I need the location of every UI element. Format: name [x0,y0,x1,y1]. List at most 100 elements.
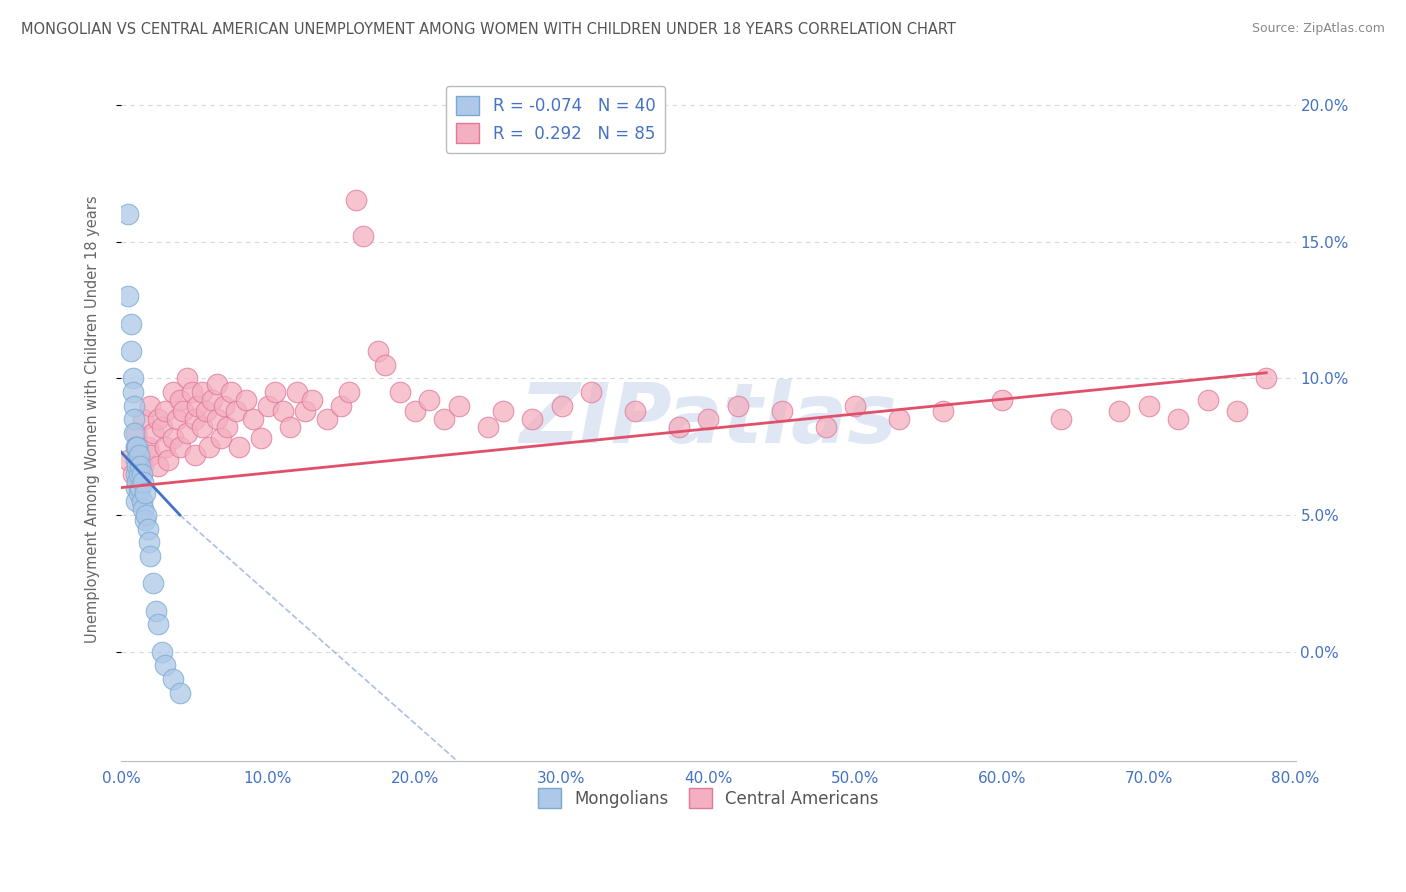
Point [136,440,159,454]
Point [125,481,148,495]
Point [153,404,176,418]
Legend: Mongolians, Central Americans: Mongolians, Central Americans [531,781,886,814]
Point [117,207,139,221]
Point [135,508,157,522]
Point [1137,399,1160,413]
Point [139,399,162,413]
Point [697,412,720,426]
Point [129,481,152,495]
Point [264,384,287,399]
Point [337,384,360,399]
Point [124,425,146,440]
Point [285,384,308,399]
Point [195,404,218,418]
Point [219,384,242,399]
Point [374,358,396,372]
Point [132,458,155,473]
Point [146,617,169,632]
Text: MONGOLIAN VS CENTRAL AMERICAN UNEMPLOYMENT AMONG WOMEN WITH CHILDREN UNDER 18 YE: MONGOLIAN VS CENTRAL AMERICAN UNEMPLOYME… [21,22,956,37]
Point [225,404,247,418]
Point [1226,404,1249,418]
Point [166,412,188,426]
Point [157,453,180,467]
Point [235,393,257,408]
Point [492,404,515,418]
Y-axis label: Unemployment Among Women with Children Under 18 years: Unemployment Among Women with Children U… [86,195,100,643]
Point [134,513,156,527]
Point [389,384,412,399]
Point [215,420,238,434]
Point [124,412,146,426]
Point [150,645,173,659]
Point [257,399,280,413]
Text: Source: ZipAtlas.com: Source: ZipAtlas.com [1251,22,1385,36]
Point [330,399,353,413]
Point [814,420,837,434]
Point [125,453,148,467]
Point [191,384,214,399]
Point [991,393,1014,408]
Point [125,467,148,481]
Point [131,494,153,508]
Point [433,412,456,426]
Point [124,399,146,413]
Point [477,420,499,434]
Point [191,420,214,434]
Text: ZIPatlas: ZIPatlas [519,379,897,459]
Point [367,343,389,358]
Point [176,425,198,440]
Point [205,376,228,391]
Point [522,412,544,426]
Point [315,412,337,426]
Point [198,440,221,454]
Point [1197,393,1219,408]
Point [128,448,150,462]
Point [294,404,316,418]
Point [125,440,148,454]
Point [1256,371,1278,385]
Point [169,686,191,700]
Point [1108,404,1130,418]
Point [120,317,142,331]
Point [139,448,162,462]
Point [209,431,232,445]
Point [249,431,271,445]
Point [183,412,205,426]
Point [117,453,139,467]
Point [117,289,139,303]
Point [125,494,148,508]
Point [201,393,224,408]
Point [145,604,167,618]
Point [889,412,911,426]
Point [134,486,156,500]
Point [668,420,690,434]
Point [132,502,155,516]
Point [344,194,367,208]
Point [128,448,150,462]
Point [212,399,235,413]
Point [142,576,165,591]
Point [132,475,155,490]
Point [228,440,250,454]
Point [172,404,194,418]
Point [129,458,152,473]
Point [146,458,169,473]
Point [120,343,142,358]
Point [127,440,149,454]
Point [122,384,145,399]
Point [242,412,264,426]
Point [1167,412,1189,426]
Point [579,384,602,399]
Point [932,404,955,418]
Point [186,399,208,413]
Point [550,399,572,413]
Point [418,393,440,408]
Point [139,549,162,563]
Point [127,458,149,473]
Point [131,467,153,481]
Point [162,384,184,399]
Point [180,384,202,399]
Point [136,522,159,536]
Point [278,420,301,434]
Point [447,399,470,413]
